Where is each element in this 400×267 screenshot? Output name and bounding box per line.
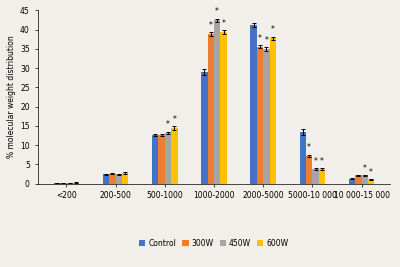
Bar [319, 169, 325, 183]
Bar [152, 135, 158, 183]
Text: *: * [172, 115, 176, 124]
Bar [208, 34, 214, 183]
Text: *: * [314, 157, 318, 166]
Bar [355, 175, 362, 183]
Bar [306, 156, 312, 183]
Text: *: * [166, 120, 170, 129]
Text: *: * [307, 143, 311, 152]
Bar [109, 174, 116, 183]
Text: *: * [320, 157, 324, 166]
Text: *: * [209, 21, 213, 30]
Text: *: * [363, 164, 367, 172]
Bar [349, 179, 355, 183]
Bar [214, 21, 220, 183]
Bar [158, 135, 165, 183]
Bar [171, 128, 178, 183]
Bar [257, 47, 263, 183]
Bar [116, 174, 122, 183]
Bar [362, 175, 368, 183]
Text: *: * [271, 25, 275, 34]
Bar [165, 133, 171, 183]
Bar [122, 173, 128, 183]
Bar [103, 174, 109, 183]
Bar [300, 132, 306, 183]
Text: *: * [222, 19, 226, 28]
Text: *: * [258, 34, 262, 43]
Bar [270, 38, 276, 183]
Legend: Control, 300W, 450W, 600W: Control, 300W, 450W, 600W [136, 236, 292, 251]
Text: *: * [215, 7, 219, 16]
Bar [312, 169, 319, 183]
Y-axis label: % molecular weight distribution: % molecular weight distribution [7, 36, 16, 158]
Bar [250, 25, 257, 183]
Bar [368, 179, 374, 183]
Text: *: * [369, 168, 373, 177]
Bar [263, 49, 270, 183]
Text: *: * [264, 36, 268, 45]
Bar [220, 32, 227, 183]
Bar [201, 72, 208, 183]
